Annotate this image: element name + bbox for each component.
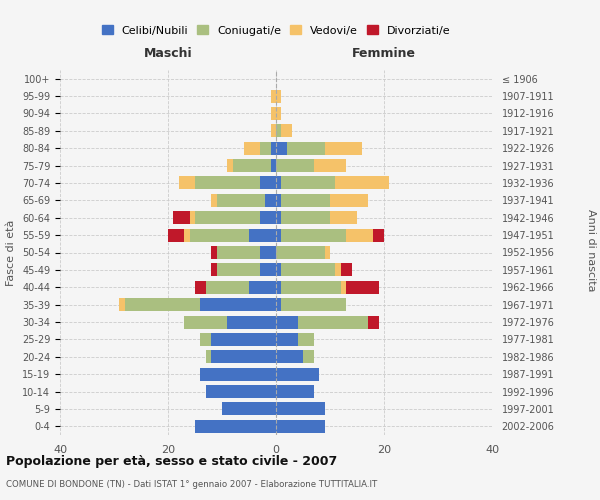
- Bar: [276, 142, 287, 154]
- Bar: [341, 264, 352, 276]
- Bar: [276, 107, 281, 120]
- Y-axis label: Fasce di età: Fasce di età: [7, 220, 16, 286]
- Bar: [260, 142, 271, 154]
- Bar: [217, 264, 260, 276]
- Bar: [276, 402, 325, 415]
- Bar: [281, 264, 335, 276]
- Bar: [125, 298, 200, 311]
- Bar: [281, 280, 341, 294]
- Bar: [276, 316, 298, 328]
- Bar: [276, 368, 319, 380]
- Bar: [227, 316, 276, 328]
- Bar: [195, 420, 276, 433]
- Bar: [217, 246, 260, 259]
- Bar: [276, 228, 281, 241]
- Bar: [330, 194, 368, 207]
- Bar: [298, 333, 314, 346]
- Bar: [206, 385, 276, 398]
- Bar: [346, 280, 379, 294]
- Bar: [211, 350, 276, 364]
- Text: Femmine: Femmine: [352, 46, 416, 60]
- Bar: [281, 228, 346, 241]
- Bar: [200, 298, 276, 311]
- Bar: [211, 264, 217, 276]
- Bar: [276, 159, 314, 172]
- Text: Popolazione per età, sesso e stato civile - 2007: Popolazione per età, sesso e stato civil…: [6, 455, 337, 468]
- Bar: [287, 142, 325, 154]
- Bar: [249, 228, 276, 241]
- Bar: [271, 90, 276, 102]
- Bar: [206, 280, 249, 294]
- Bar: [368, 316, 379, 328]
- Bar: [303, 350, 314, 364]
- Bar: [168, 228, 184, 241]
- Bar: [211, 333, 276, 346]
- Bar: [314, 159, 346, 172]
- Bar: [373, 228, 384, 241]
- Bar: [341, 280, 346, 294]
- Bar: [184, 316, 227, 328]
- Bar: [260, 246, 276, 259]
- Bar: [276, 124, 281, 138]
- Bar: [233, 159, 271, 172]
- Bar: [195, 211, 260, 224]
- Bar: [325, 142, 362, 154]
- Bar: [190, 228, 249, 241]
- Bar: [276, 90, 281, 102]
- Bar: [276, 350, 303, 364]
- Bar: [260, 264, 276, 276]
- Bar: [119, 298, 125, 311]
- Bar: [211, 194, 217, 207]
- Bar: [335, 264, 341, 276]
- Bar: [276, 246, 325, 259]
- Bar: [217, 194, 265, 207]
- Bar: [211, 246, 217, 259]
- Bar: [298, 316, 368, 328]
- Bar: [179, 176, 195, 190]
- Bar: [195, 176, 260, 190]
- Text: COMUNE DI BONDONE (TN) - Dati ISTAT 1° gennaio 2007 - Elaborazione TUTTITALIA.IT: COMUNE DI BONDONE (TN) - Dati ISTAT 1° g…: [6, 480, 377, 489]
- Bar: [260, 211, 276, 224]
- Bar: [200, 333, 211, 346]
- Bar: [276, 264, 281, 276]
- Bar: [346, 228, 373, 241]
- Bar: [325, 246, 330, 259]
- Bar: [173, 211, 190, 224]
- Bar: [260, 176, 276, 190]
- Bar: [281, 211, 330, 224]
- Bar: [271, 159, 276, 172]
- Legend: Celibi/Nubili, Coniugati/e, Vedovi/e, Divorziati/e: Celibi/Nubili, Coniugati/e, Vedovi/e, Di…: [97, 21, 455, 40]
- Bar: [281, 124, 292, 138]
- Bar: [200, 368, 276, 380]
- Bar: [249, 280, 276, 294]
- Bar: [276, 176, 281, 190]
- Bar: [271, 124, 276, 138]
- Bar: [271, 107, 276, 120]
- Bar: [244, 142, 260, 154]
- Bar: [227, 159, 233, 172]
- Bar: [265, 194, 276, 207]
- Bar: [276, 211, 281, 224]
- Bar: [276, 385, 314, 398]
- Bar: [184, 228, 190, 241]
- Bar: [276, 194, 281, 207]
- Bar: [190, 211, 195, 224]
- Bar: [276, 333, 298, 346]
- Bar: [271, 142, 276, 154]
- Bar: [195, 280, 206, 294]
- Bar: [335, 176, 389, 190]
- Bar: [206, 350, 211, 364]
- Text: Maschi: Maschi: [143, 46, 193, 60]
- Bar: [281, 194, 330, 207]
- Text: Anni di nascita: Anni di nascita: [586, 209, 596, 291]
- Bar: [281, 176, 335, 190]
- Bar: [276, 420, 325, 433]
- Bar: [330, 211, 357, 224]
- Bar: [276, 298, 281, 311]
- Bar: [281, 298, 346, 311]
- Bar: [222, 402, 276, 415]
- Bar: [276, 280, 281, 294]
